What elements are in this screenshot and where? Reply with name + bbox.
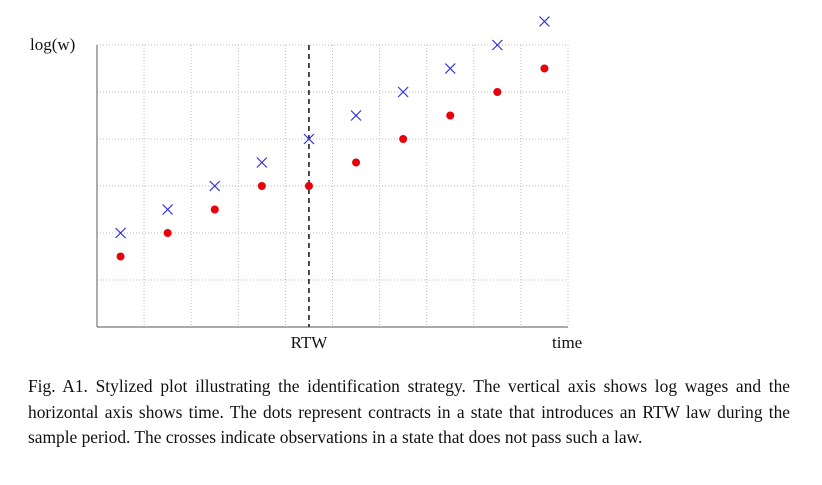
caption: Fig. A1. Stylized plot illustrating the … bbox=[28, 376, 790, 447]
cross bbox=[397, 86, 409, 98]
cross-stroke bbox=[491, 39, 503, 51]
cross bbox=[350, 110, 362, 121]
dot bbox=[352, 158, 361, 167]
cross-stroke bbox=[397, 86, 409, 98]
chart: log(w) time RTW bbox=[30, 16, 582, 352]
cross-stroke bbox=[444, 63, 456, 74]
cross bbox=[444, 63, 456, 74]
dot bbox=[446, 111, 455, 120]
cross bbox=[303, 133, 315, 145]
cross-stroke bbox=[209, 180, 221, 192]
cross-stroke bbox=[115, 227, 126, 239]
dot bbox=[304, 182, 313, 190]
cross-stroke bbox=[350, 110, 362, 121]
cross bbox=[162, 204, 174, 215]
y-axis-label: log(w) bbox=[30, 35, 75, 54]
cross bbox=[491, 39, 503, 51]
dot bbox=[257, 182, 266, 190]
dot bbox=[210, 205, 219, 214]
dot bbox=[540, 64, 549, 73]
dot bbox=[116, 252, 125, 261]
dot bbox=[163, 229, 172, 237]
dot bbox=[399, 135, 408, 143]
cross-stroke bbox=[256, 157, 268, 168]
cross-stroke bbox=[539, 16, 550, 27]
x-axis-label: time bbox=[552, 333, 582, 352]
cross-stroke bbox=[303, 133, 315, 145]
cross bbox=[115, 227, 126, 239]
cross bbox=[256, 157, 268, 168]
cross bbox=[539, 16, 550, 27]
annotation: RTW bbox=[291, 333, 329, 352]
dot bbox=[493, 88, 502, 96]
cross bbox=[209, 180, 221, 192]
cross-stroke bbox=[162, 204, 174, 215]
